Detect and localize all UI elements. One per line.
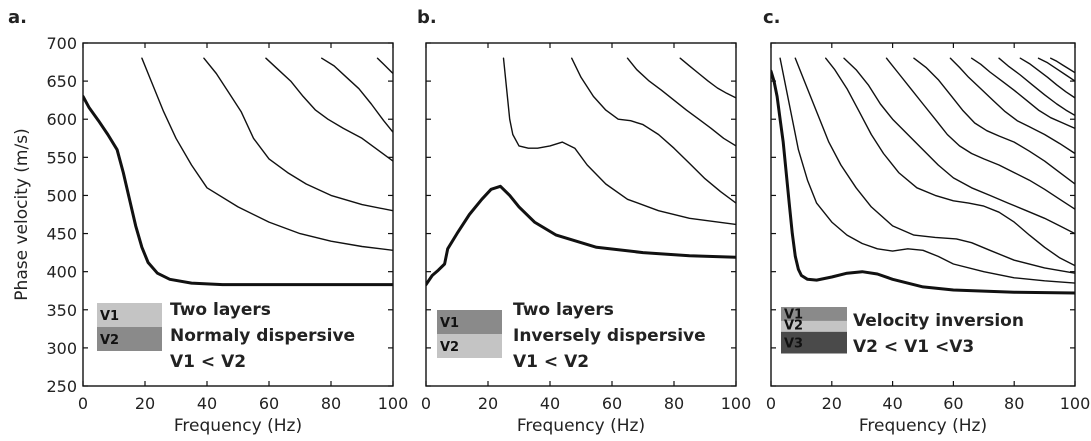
higher-mode-curve-7 bbox=[949, 57, 1075, 155]
layer-label: V1 bbox=[784, 308, 803, 323]
higher-mode-curve-4 bbox=[843, 57, 1075, 235]
higher-mode-curve-1 bbox=[779, 57, 1075, 284]
higher-mode-curve-2 bbox=[794, 57, 1075, 274]
annotation-line: Two layers bbox=[513, 300, 614, 320]
higher-mode-curve-3 bbox=[825, 57, 1075, 267]
annotation-line: V2 < V1 <V3 bbox=[853, 337, 974, 357]
annotation-line: Two layers bbox=[170, 300, 271, 320]
x-tick-label: 20 bbox=[135, 394, 155, 413]
axes-frame bbox=[770, 42, 1076, 387]
higher-mode-curve-3 bbox=[265, 57, 393, 162]
higher-mode-curve-12 bbox=[1050, 57, 1075, 74]
y-axis-title: Phase velocity (m/s) bbox=[12, 128, 32, 300]
x-tick-label: 40 bbox=[540, 394, 560, 413]
y-tick-label: 650 bbox=[46, 72, 77, 91]
x-tick-label: 0 bbox=[421, 394, 431, 413]
x-tick-label: 20 bbox=[478, 394, 498, 413]
higher-mode-curve-3 bbox=[626, 57, 736, 147]
panel-letter: b. bbox=[417, 7, 437, 28]
annotation-line: V1 < V2 bbox=[170, 352, 246, 372]
x-tick-label: 60 bbox=[943, 394, 963, 413]
panel-1: a. 0 20 40 60 80 100 250 300 350 400 450 500 550 600 65… bbox=[8, 7, 408, 436]
layer-box bbox=[97, 327, 162, 351]
layer-box bbox=[437, 310, 502, 334]
annotation-line: Inversely dispersive bbox=[513, 326, 706, 346]
axes-frame bbox=[82, 42, 394, 387]
higher-mode-curve-9 bbox=[998, 57, 1075, 117]
higher-mode-curve-8 bbox=[970, 57, 1075, 130]
higher-mode-curve-5 bbox=[376, 57, 393, 75]
x-tick-label: 0 bbox=[766, 394, 776, 413]
layer-legend: V1 V2 bbox=[437, 310, 502, 358]
panel-letter: a. bbox=[8, 7, 27, 28]
x-tick-label: 80 bbox=[664, 394, 684, 413]
x-tick-label: 80 bbox=[321, 394, 341, 413]
x-tick-label: 60 bbox=[602, 394, 622, 413]
y-tick-label: 300 bbox=[46, 339, 77, 358]
annotation-line: Normaly dispersive bbox=[170, 326, 355, 346]
y-tick-label: 250 bbox=[46, 377, 77, 396]
layer-label: V2 bbox=[784, 319, 803, 334]
layer-box bbox=[781, 320, 847, 332]
fundamental-mode-curve bbox=[771, 69, 1075, 295]
x-tick-label: 20 bbox=[822, 394, 842, 413]
higher-mode-curve-10 bbox=[1019, 57, 1075, 99]
x-tick-label: 60 bbox=[259, 394, 279, 413]
higher-mode-curve-2 bbox=[203, 57, 393, 212]
y-tick-label: 550 bbox=[46, 148, 77, 167]
x-axis-title: Frequency (Hz) bbox=[859, 416, 987, 436]
higher-mode-curve-1 bbox=[502, 57, 736, 226]
layer-box bbox=[97, 303, 162, 327]
x-axis-title: Frequency (Hz) bbox=[517, 416, 645, 436]
x-tick-label: 100 bbox=[1060, 394, 1091, 413]
x-tick-label: 100 bbox=[721, 394, 752, 413]
higher-mode-curve-11 bbox=[1037, 57, 1075, 82]
higher-mode-curve-4 bbox=[321, 57, 393, 133]
annotation-line: Velocity inversion bbox=[853, 311, 1024, 331]
x-tick-label: 40 bbox=[197, 394, 217, 413]
layer-legend: V1 V2 bbox=[97, 303, 162, 351]
y-tick-label: 400 bbox=[46, 263, 77, 282]
higher-mode-curve-1 bbox=[141, 57, 393, 251]
series-group bbox=[426, 57, 736, 287]
series-group bbox=[771, 57, 1075, 295]
layer-box bbox=[437, 334, 502, 358]
layer-label: V1 bbox=[440, 316, 459, 331]
higher-mode-curve-2 bbox=[571, 57, 736, 204]
layer-label: V2 bbox=[100, 333, 119, 348]
layer-label: V3 bbox=[784, 337, 803, 352]
x-tick-label: 40 bbox=[882, 394, 902, 413]
y-tick-label: 350 bbox=[46, 301, 77, 320]
series-group bbox=[83, 57, 393, 287]
panel-2: b. 0 20 40 60 80 100 Frequency (Hz) V1 V2 Two laye… bbox=[417, 7, 751, 436]
annotation-line: V1 < V2 bbox=[513, 352, 589, 372]
x-tick-label: 80 bbox=[1004, 394, 1024, 413]
layer-label: V1 bbox=[100, 309, 119, 324]
panel-letter: c. bbox=[763, 7, 781, 28]
y-tick-label: 700 bbox=[46, 34, 77, 53]
fundamental-mode-curve bbox=[426, 184, 736, 287]
higher-mode-curve-4 bbox=[679, 57, 736, 99]
y-tick-label: 450 bbox=[46, 225, 77, 244]
layer-box bbox=[781, 331, 847, 354]
layer-label: V2 bbox=[440, 340, 459, 355]
x-tick-label: 0 bbox=[78, 394, 88, 413]
fundamental-mode-curve bbox=[83, 94, 393, 287]
x-tick-label: 100 bbox=[378, 394, 409, 413]
higher-mode-curve-5 bbox=[885, 57, 1075, 210]
layer-box bbox=[781, 307, 847, 321]
y-tick-label: 500 bbox=[46, 186, 77, 205]
x-axis-title: Frequency (Hz) bbox=[174, 416, 302, 436]
y-tick-label: 600 bbox=[46, 110, 77, 129]
higher-mode-curve-6 bbox=[913, 57, 1075, 185]
axes-frame bbox=[425, 42, 737, 387]
